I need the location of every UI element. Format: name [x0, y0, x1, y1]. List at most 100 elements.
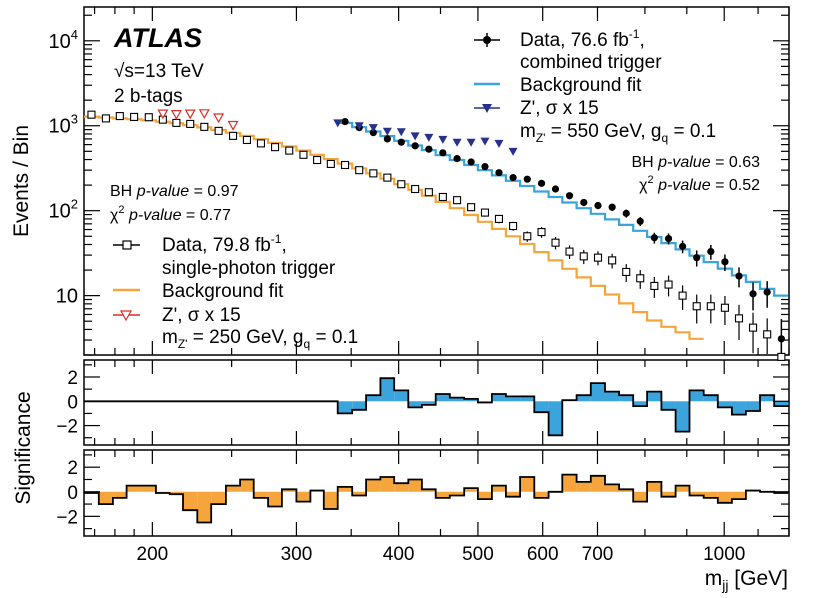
legend-single: Data, 79.8 fb-1, single-photon trigger B…	[113, 232, 358, 351]
significance-bar	[633, 491, 648, 502]
legend-single-signal-text: Z', σ x 15	[162, 305, 241, 326]
signal-point-550	[368, 124, 378, 133]
data-point-single	[650, 281, 659, 290]
data-point-single	[411, 184, 420, 194]
significance-bar	[745, 401, 761, 411]
data-point-single	[186, 119, 195, 128]
data-point-single	[622, 267, 631, 277]
data-point-combined	[608, 203, 616, 211]
significance-bar	[352, 491, 367, 496]
significance-bar	[197, 491, 212, 523]
significance-bar	[647, 391, 662, 402]
significance-bar	[366, 395, 381, 402]
signal-point-550	[354, 122, 364, 131]
y-tick-label: 104	[49, 27, 78, 53]
data-point-combined	[439, 149, 447, 157]
significance-bar	[520, 396, 535, 402]
data-point-single	[537, 228, 546, 237]
data-point-single	[87, 110, 96, 119]
significance-bar	[449, 397, 465, 402]
significance-combined-frame	[83, 359, 790, 446]
legend-single-params: mZ' = 250 GeV, gq = 0.1	[162, 327, 358, 351]
legend-combined-params: mZ' = 550 GeV, gq = 0.1	[520, 121, 716, 145]
significance-outline	[84, 377, 789, 437]
data-point-combined	[369, 129, 377, 137]
significance-combined-plot: −2 0 2	[56, 364, 789, 439]
legend-single-data-marker	[122, 240, 132, 250]
significance-bar	[435, 491, 450, 498]
significance-bar	[717, 401, 732, 408]
data-point-combined	[481, 163, 489, 171]
data-point-single	[383, 173, 392, 182]
legend-combined-data-text-2: combined trigger	[520, 52, 662, 73]
x-tick-label: 400	[383, 544, 415, 565]
data-point-combined	[650, 234, 658, 242]
data-point-single	[326, 159, 335, 168]
data-point-combined	[453, 155, 461, 163]
significance-bar	[731, 401, 746, 415]
single-bh-pvalue: BH p-value = 0.97	[110, 183, 239, 200]
significance-bar	[141, 485, 156, 492]
data-point-single	[355, 166, 364, 175]
signal-point-550	[382, 127, 392, 136]
data-point-single	[551, 238, 560, 247]
significance-bar	[240, 479, 254, 492]
data-point-single	[720, 303, 729, 312]
significance-bar	[576, 395, 591, 402]
data-point-single	[608, 256, 617, 265]
significance-bar	[408, 401, 422, 408]
data-point-single	[424, 188, 433, 197]
data-point-single	[130, 112, 139, 121]
significance-bar	[505, 396, 521, 402]
legend-single-signal-marker	[119, 310, 133, 322]
x-tick-label: 1000	[703, 544, 745, 565]
sig-y-tick-label: 2	[67, 458, 78, 479]
signal-point-250	[198, 109, 210, 120]
significance-bar	[98, 491, 113, 505]
combined-bh-pvalue: BH p-value = 0.63	[631, 154, 760, 171]
data-point-combined	[523, 175, 531, 183]
significance-bar	[211, 491, 226, 505]
combined-chi2-pvalue: χ2 p-value = 0.52	[639, 174, 760, 194]
data-point-single	[678, 291, 687, 300]
significance-bar	[590, 383, 606, 402]
significance-bar	[619, 395, 634, 402]
signal-point-550	[494, 139, 504, 148]
x-tick-label: 500	[462, 544, 494, 565]
significance-bar	[675, 485, 690, 492]
significance-bar	[337, 486, 353, 492]
significance-bar	[760, 395, 775, 402]
significance-bar	[534, 491, 549, 498]
legend-single-data-text: Data, 79.8 fb-1,	[162, 232, 287, 256]
data-point-single	[579, 252, 588, 261]
data-point-combined	[693, 254, 701, 262]
data-point-single	[341, 160, 350, 170]
significance-bar	[126, 485, 142, 492]
data-point-single	[494, 214, 504, 223]
significance-bar	[394, 483, 409, 492]
data-point-single	[664, 280, 673, 289]
signal-point-550	[424, 133, 434, 142]
data-point-combined	[551, 185, 560, 193]
signal-point-550	[508, 147, 518, 156]
significance-bar	[112, 491, 127, 498]
data-point-combined	[341, 117, 349, 126]
data-point-single	[748, 323, 758, 332]
significance-bar	[562, 474, 577, 492]
data-point-combined	[777, 335, 785, 343]
significance-bar	[421, 489, 436, 492]
data-point-single	[438, 192, 447, 202]
energy-label: √s=13 TeV	[114, 61, 204, 82]
main-ylabel: Events / Bin	[10, 125, 33, 237]
sig-y-tick-label: 2	[67, 368, 78, 389]
significance-bar	[296, 491, 311, 502]
signal-point-250	[227, 120, 239, 131]
significance-bar	[548, 401, 563, 436]
legend-combined-fit-text: Background fit	[520, 75, 642, 96]
significance-bar	[435, 394, 450, 402]
data-point-combined	[679, 242, 687, 250]
data-point-single	[636, 274, 645, 283]
significance-bar	[225, 485, 241, 492]
signal-point-550	[410, 132, 420, 141]
data-point-combined	[636, 217, 644, 225]
